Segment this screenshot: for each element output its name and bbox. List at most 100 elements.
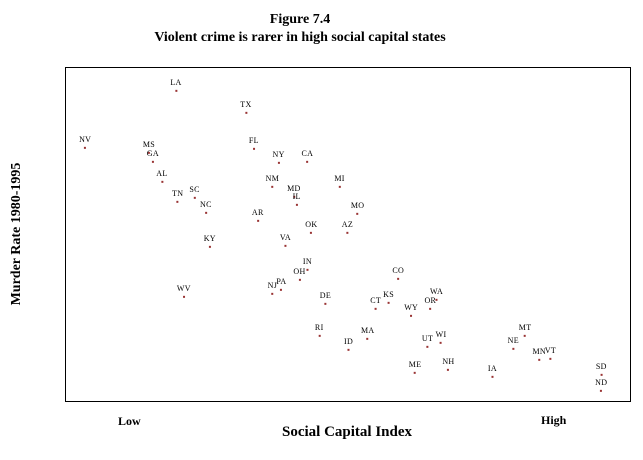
state-point: WY [404,302,419,317]
state-point-label: MI [334,173,345,183]
state-point-marker [414,371,417,374]
state-point-label: ME [408,359,422,369]
state-point-label: ND [595,377,608,387]
state-point: NH [442,357,454,371]
state-point-label: WY [404,302,419,312]
state-point: ND [595,377,608,392]
state-point-marker [318,334,321,337]
state-point: UT [421,333,434,348]
state-point-marker [397,277,400,280]
state-point: NY [272,149,285,164]
state-point-label: NY [272,149,285,159]
state-point-marker [512,347,515,350]
state-point-label: NC [200,199,212,209]
state-point: AZ [341,219,354,234]
state-point: RI [314,322,324,337]
state-point: MT [519,323,532,337]
state-point-marker [160,180,163,183]
state-point: NJ [267,280,278,295]
x-axis-low-label: Low [118,414,141,428]
state-point: NC [200,199,212,214]
state-point: NE [507,335,519,350]
state-point-marker [84,146,87,149]
state-point-label: IA [487,363,497,373]
state-point-marker [356,212,359,215]
state-point-label: DE [319,290,332,300]
state-point-label: WV [176,283,191,293]
state-point-label: CT [370,295,382,305]
state-point-label: RI [314,322,324,332]
y-axis-label: Murder Rate 1980-1995 [9,162,24,306]
state-point: IL [293,192,301,206]
state-point-marker [491,375,494,378]
state-point: SC [189,185,199,199]
state-point-marker [306,268,309,271]
state-point: DE [319,290,332,305]
state-point: FL [249,136,259,150]
state-point-label: MN [532,346,546,356]
state-point-marker [298,278,301,281]
state-point-marker [193,196,196,199]
state-point-marker [600,373,603,376]
state-point: IN [303,257,312,271]
state-point-label: NE [507,335,519,345]
state-point: MN [532,346,546,361]
state-point-marker [271,185,274,188]
state-point-marker [538,358,541,361]
figure-number: Figure 7.4 [269,12,331,27]
state-point-marker [244,111,247,114]
state-point: WI [435,329,447,344]
state-point-marker [204,211,207,214]
state-point: MD [287,184,301,198]
state-point-marker [429,307,432,310]
state-point: AR [251,207,264,222]
state-point: PA [276,277,286,291]
state-point-marker [208,246,211,249]
state-point-label: OK [305,219,318,229]
state-point-label: NJ [267,280,278,290]
state-point-marker [324,302,327,305]
state-point: TN [172,188,184,203]
state-point-label: CA [301,148,314,158]
state-point-marker [410,314,413,317]
state-point-marker [147,151,150,154]
state-point-label: AR [251,207,264,217]
state-point-marker [435,298,438,301]
state-point: CT [370,295,382,310]
figure-title: Violent crime is rarer in high social ca… [154,30,446,45]
state-point-marker [366,337,369,340]
state-point: MI [334,173,345,188]
state-point-label: TN [172,188,184,198]
state-point-label: TX [240,99,252,109]
chart-title-block: Figure 7.4 Violent crime is rarer in hig… [0,12,600,46]
state-point: ME [408,359,422,374]
x-axis-label: Social Capital Index [281,424,413,440]
state-point: LA [170,77,182,92]
state-point-marker [174,89,177,92]
state-point: OK [305,219,318,234]
state-point-marker [347,348,350,351]
state-point-label: LA [170,77,182,87]
state-point: GA [147,149,159,163]
state-point-label: WI [435,329,447,339]
state-point-marker [295,203,298,206]
state-point-marker [549,357,552,360]
state-point-label: OH [293,266,306,276]
state-point-label: NV [79,134,92,144]
state-point: MO [351,201,365,215]
state-point: VT [545,346,556,360]
state-point: TX [240,99,252,114]
state-point-label: ID [344,336,354,346]
state-point-label: UT [421,333,434,343]
state-point-marker [284,245,287,248]
state-point-marker [252,147,255,150]
state-point-label: VA [279,233,291,243]
state-point-label: SD [595,361,607,371]
state-point-marker [292,195,295,198]
state-point: SD [595,361,607,376]
state-point-label: AZ [341,219,354,229]
state-point-marker [277,161,280,164]
state-point: NM [266,174,280,188]
state-point-marker [182,295,185,298]
